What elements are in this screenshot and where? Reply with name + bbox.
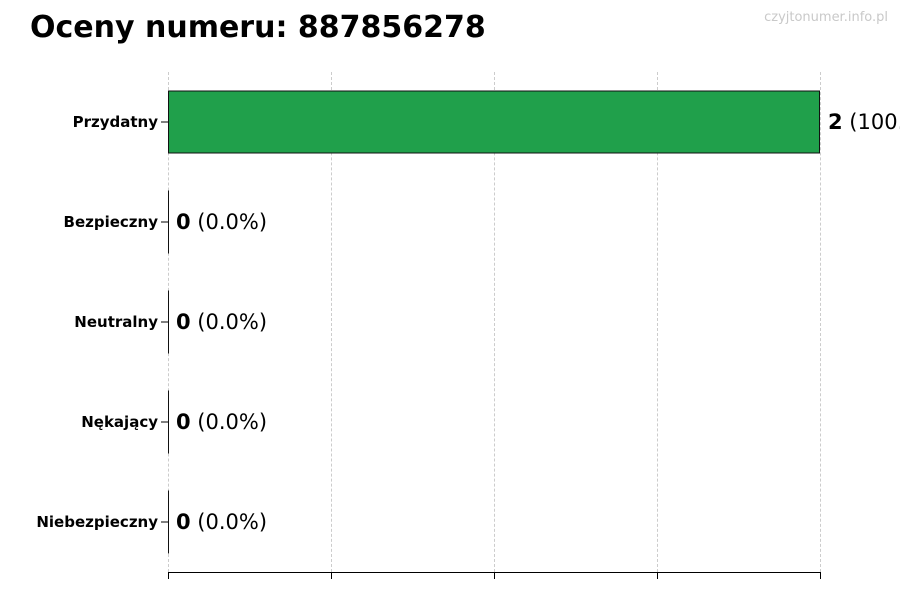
bar-row: Neutralny 0 (0.0%) [74,272,820,372]
bar-5 [168,490,169,554]
bar-percentage: (0.0%) [190,310,268,334]
bar-value-label-3: 0 (0.0%) [176,310,267,334]
bar-value-label-2: 0 (0.0%) [176,210,267,234]
y-axis-tick [161,221,168,223]
x-axis-tick [820,572,821,579]
category-label-3: Neutralny [74,313,158,331]
bar-count: 0 [176,510,191,534]
bar-count: 0 [176,310,191,334]
y-axis-tick [161,121,168,123]
gridline [820,72,821,572]
bar-row: Nękający 0 (0.0%) [81,372,820,472]
bar-percentage: (0.0%) [190,210,268,234]
bar-count: 2 [828,110,843,134]
x-axis-tick [494,572,495,579]
bar-value-label-5: 0 (0.0%) [176,510,267,534]
bar-count: 0 [176,210,191,234]
page-title: Oceny numeru: 887856278 [30,10,486,45]
bar-percentage: (0.0%) [190,510,268,534]
gridline [657,72,658,572]
y-axis-tick [161,521,168,523]
bar-row: Bezpieczny 0 (0.0%) [64,172,820,272]
bar-3 [168,290,169,354]
x-axis-tick [331,572,332,579]
bar-row: Niebezpieczny 0 (0.0%) [36,472,820,572]
bar-row: Przydatny 2 (100.0%) [73,72,900,172]
gridline [331,72,332,572]
x-axis-tick [168,572,169,579]
category-label-5: Niebezpieczny [36,513,158,531]
y-axis-tick [161,321,168,323]
watermark-label: czyjtonumer.info.pl [764,10,888,25]
category-label-4: Nękający [81,413,158,431]
category-label-2: Bezpieczny [63,213,158,231]
bar-4 [168,390,169,454]
bar-value-label-4: 0 (0.0%) [176,410,267,434]
y-axis-tick [161,421,168,423]
bar-percentage: (0.0%) [190,410,268,434]
bar-count: 0 [176,410,191,434]
bar-2 [168,190,169,254]
bar-1 [168,90,820,154]
gridline [494,72,495,572]
x-axis-tick [657,572,658,579]
category-label-1: Przydatny [72,113,158,131]
bar-value-label-1: 2 (100.0%) [828,110,900,134]
bar-percentage: (100.0%) [849,110,900,134]
